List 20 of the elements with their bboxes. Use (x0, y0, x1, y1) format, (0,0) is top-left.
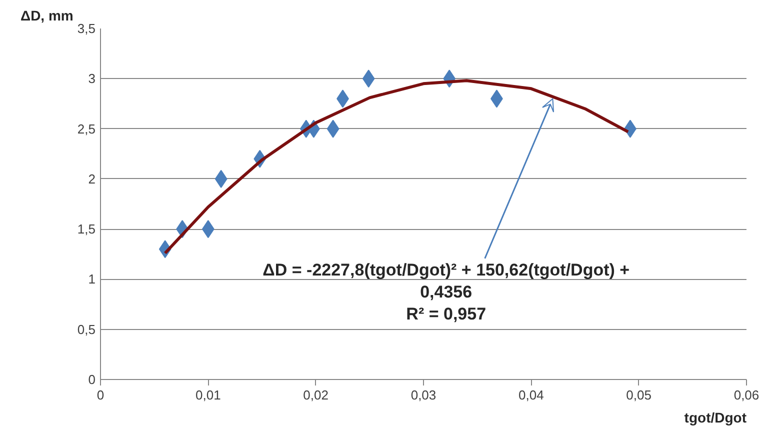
y-tick-label: 3,5 (77, 21, 96, 36)
x-axis-title: tgot/Dgot (684, 410, 747, 426)
y-axis-title: ΔD, mm (20, 8, 74, 24)
point (214, 170, 228, 188)
y-tick-label: 2 (88, 171, 96, 186)
y-tick-label: 0,5 (77, 322, 96, 337)
y-tick-label: 0 (88, 372, 96, 387)
x-tick-label: 0,04 (518, 388, 544, 402)
y-tick-label: 1 (88, 272, 96, 287)
point (362, 70, 375, 88)
x-tick-label: 0,05 (626, 388, 652, 402)
point (326, 120, 340, 138)
y-tick-label: 1,5 (77, 222, 96, 237)
annotation: ΔD = -2227,8(tgot/Dgot)² + 150,62(tgot/Dgot) + 0,4356 R² = 0,957 (262, 260, 630, 324)
x-tick-label: 0,01 (196, 388, 221, 402)
x-tick-label: 0,02 (303, 388, 328, 402)
y-tick-label: 2,5 (77, 121, 96, 136)
x-tick-label: 0,06 (734, 388, 760, 402)
y-tick-label: 3 (88, 71, 96, 86)
x-tick-label: 0,03 (410, 388, 436, 402)
